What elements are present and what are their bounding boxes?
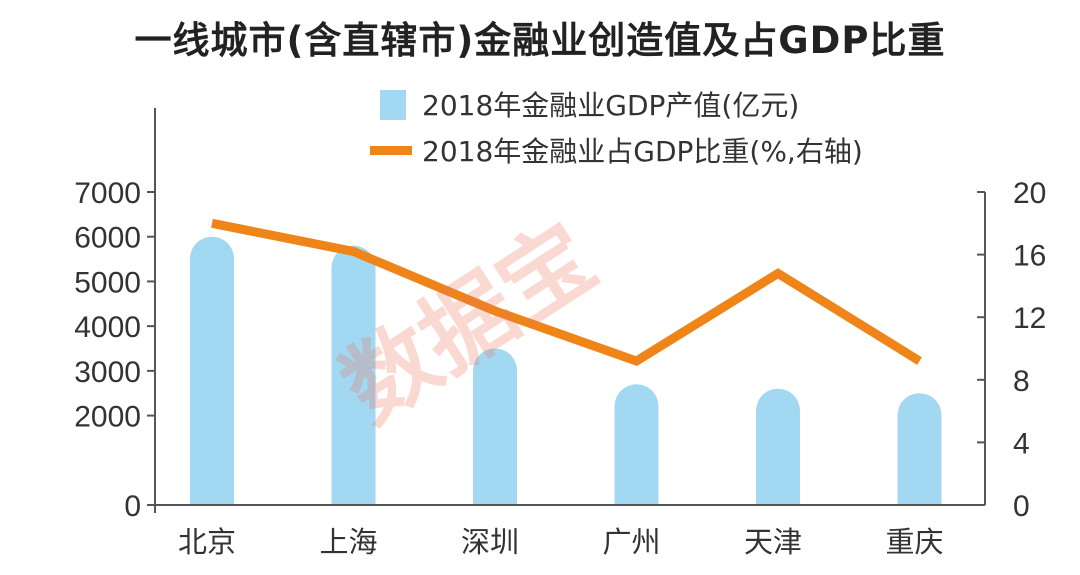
left-tick-label: 4000 <box>74 311 141 344</box>
bar-上海 <box>331 245 376 505</box>
x-tick-label: 深圳 <box>461 525 519 559</box>
legend-bar-label: 2018年金融业GDP产值(亿元) <box>422 89 799 122</box>
x-tick-label: 上海 <box>319 525 377 559</box>
legend-bar-swatch <box>380 90 406 120</box>
chart-title: 一线城市(含直辖市)金融业创造值及占GDP比重 <box>134 19 946 62</box>
line-series <box>211 218 922 366</box>
right-tick-label: 12 <box>1013 302 1046 335</box>
x-tick-label: 天津 <box>744 525 802 559</box>
right-tick-label: 16 <box>1013 240 1046 273</box>
bar-重庆 <box>897 393 942 505</box>
bar-广州 <box>614 384 659 505</box>
right-tick-label: 20 <box>1013 177 1046 210</box>
right-tick-label: 0 <box>1013 490 1030 523</box>
legend: 2018年金融业GDP产值(亿元) 2018年金融业占GDP比重(%,右轴) <box>370 89 863 168</box>
left-tick-label: 3000 <box>74 356 141 389</box>
right-tick-label: 8 <box>1013 365 1030 398</box>
left-tick-label: 0 <box>124 490 141 523</box>
bar-北京 <box>190 236 234 505</box>
left-tick-label: 5000 <box>74 266 141 299</box>
bar-深圳 <box>473 348 517 505</box>
right-tick-label: 4 <box>1013 427 1030 460</box>
bar-天津 <box>756 388 800 505</box>
legend-line-swatch <box>370 146 412 155</box>
x-tick-label: 广州 <box>602 525 660 559</box>
left-tick-label: 6000 <box>74 222 141 255</box>
x-tick-label: 重庆 <box>885 525 943 559</box>
left-tick-label: 7000 <box>74 177 141 210</box>
x-tick-label: 北京 <box>178 525 236 559</box>
legend-line-label: 2018年金融业占GDP比重(%,右轴) <box>422 135 863 168</box>
left-tick-label: 2000 <box>74 401 141 434</box>
